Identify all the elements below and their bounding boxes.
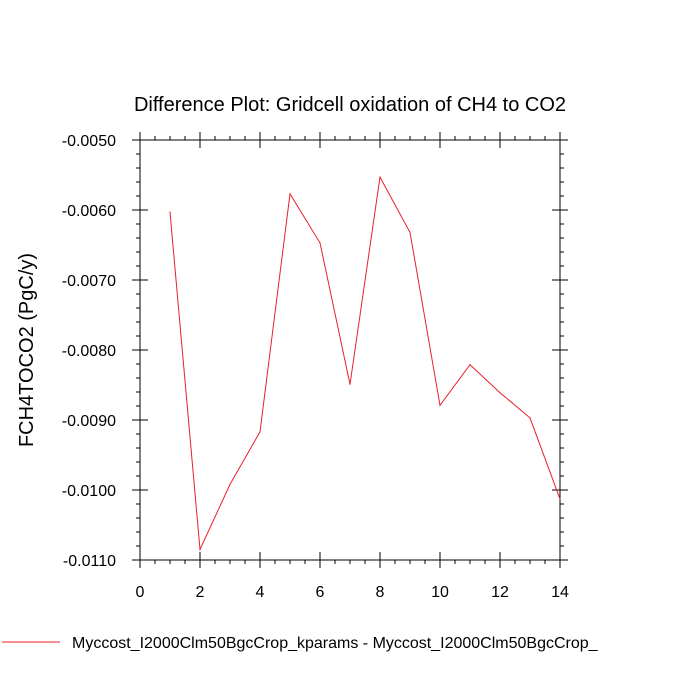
data-point bbox=[439, 404, 441, 406]
x-tick-label: 0 bbox=[136, 584, 145, 601]
data-point bbox=[349, 383, 351, 385]
legend-label: Myccost_I2000Clm50BgcCrop_kparams - Mycc… bbox=[72, 635, 599, 652]
x-tick-label: 4 bbox=[256, 584, 265, 601]
x-tick-label: 12 bbox=[491, 584, 509, 601]
data-point bbox=[379, 176, 381, 178]
series-line bbox=[169, 175, 561, 552]
x-tick-label: 2 bbox=[196, 584, 205, 601]
data-point bbox=[499, 392, 501, 394]
x-tick-label: 10 bbox=[431, 584, 449, 601]
x-tick-label: 8 bbox=[376, 584, 385, 601]
data-point bbox=[529, 417, 531, 419]
y-tick-label: -0.0090 bbox=[62, 413, 116, 430]
y-tick-label: -0.0080 bbox=[62, 343, 116, 360]
y-tick-label: -0.0070 bbox=[62, 273, 116, 290]
y-tick-label: -0.0110 bbox=[63, 553, 116, 570]
data-point bbox=[469, 364, 471, 366]
data-point bbox=[169, 211, 171, 213]
chart-title: Difference Plot: Gridcell oxidation of C… bbox=[134, 94, 566, 116]
data-point bbox=[199, 548, 201, 551]
y-axis-label: FCH4TOCO2 (PgC/y) bbox=[16, 253, 38, 447]
data-point bbox=[259, 431, 261, 433]
y-tick-label: -0.0060 bbox=[62, 203, 116, 220]
x-tick-label: 6 bbox=[316, 584, 325, 601]
data-point bbox=[409, 231, 411, 233]
data-point bbox=[319, 242, 321, 244]
x-tick-label: 14 bbox=[551, 584, 569, 601]
y-tick-label: -0.0100 bbox=[62, 483, 116, 500]
plot-frame bbox=[139, 139, 561, 561]
data-point bbox=[229, 483, 231, 485]
data-point bbox=[289, 193, 291, 195]
y-tick-label: -0.0050 bbox=[62, 133, 116, 150]
data-point bbox=[559, 498, 561, 500]
